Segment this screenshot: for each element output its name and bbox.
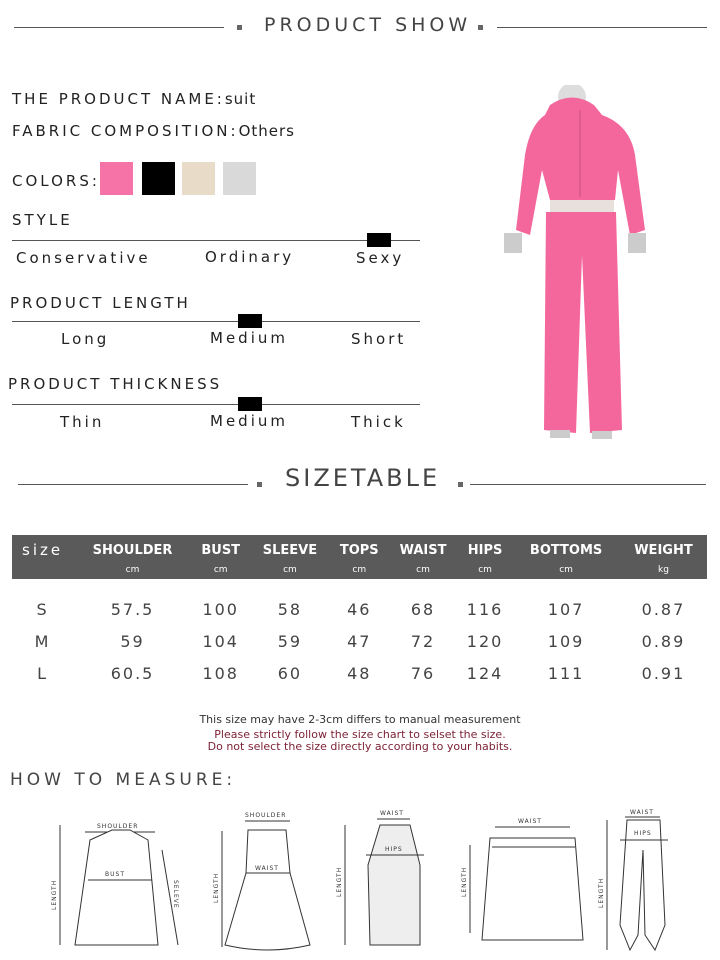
- size-label: S: [36, 599, 49, 619]
- unit-label: cm: [330, 561, 389, 579]
- style-option: Sexy: [356, 249, 405, 267]
- color-swatch-black[interactable]: [142, 162, 175, 195]
- unit-label: cm: [191, 561, 250, 579]
- unit-label: cm: [512, 561, 620, 579]
- unit-label: cm: [388, 561, 458, 579]
- unit-label: cm: [73, 561, 192, 579]
- column-header: BOTTOMS: [512, 535, 620, 561]
- column-header: WEIGHT: [619, 535, 707, 561]
- fabric-composition: FABRIC COMPOSITION:Others: [12, 122, 295, 140]
- table-cell: 46: [347, 599, 372, 619]
- jacket-diagram: SHOULDER BUST LENGTH SELEVE: [51, 823, 179, 946]
- style-option: Ordinary: [205, 248, 295, 266]
- length-option: Medium: [210, 329, 288, 347]
- thickness-option: Thin: [60, 413, 105, 431]
- svg-text:WAIST: WAIST: [255, 865, 279, 872]
- size-label: L: [37, 663, 49, 683]
- column-header: size: [12, 535, 74, 561]
- colors-label: COLORS:: [12, 172, 100, 190]
- color-swatch-gray[interactable]: [223, 162, 256, 195]
- note-habits: Do not select the size directly accordin…: [207, 740, 513, 753]
- svg-text:LENGTH: LENGTH: [461, 867, 468, 897]
- size-label: M: [34, 631, 51, 651]
- column-header: SHOULDER: [73, 535, 192, 561]
- thickness-option: Medium: [210, 412, 288, 430]
- table-cell: 111: [547, 663, 585, 683]
- length-option: Long: [61, 330, 110, 348]
- color-swatch-beige[interactable]: [182, 162, 215, 195]
- table-cell: 104: [202, 631, 239, 651]
- section-title-sizetable: SIZETABLE: [285, 464, 441, 492]
- table-cell: 72: [410, 631, 436, 651]
- section-title-product-show: PRODUCT SHOW: [264, 14, 472, 36]
- svg-text:WAIST: WAIST: [518, 818, 542, 825]
- table-cell: 48: [347, 663, 372, 683]
- table-cell: 59: [120, 631, 145, 651]
- unit-label: cm: [457, 561, 513, 579]
- thickness-option: Thick: [351, 413, 406, 431]
- svg-text:SELEVE: SELEVE: [172, 880, 179, 909]
- table-cell: 76: [410, 663, 436, 683]
- table-cell: 57.5: [110, 599, 155, 619]
- table-cell: 60: [277, 663, 303, 683]
- column-header: BUST: [191, 535, 250, 561]
- svg-text:WAIST: WAIST: [630, 809, 654, 816]
- unit-label: [12, 561, 74, 579]
- svg-text:LENGTH: LENGTH: [51, 880, 58, 910]
- table-cell: 68: [410, 599, 436, 619]
- table-row: M 59 104 59 47 72 120 109 0.89: [12, 625, 707, 657]
- table-cell: 0.87: [641, 599, 686, 619]
- color-swatch-pink[interactable]: [100, 162, 133, 195]
- table-cell: 108: [202, 663, 239, 683]
- note-follow-chart: Please strictly follow the size chart to…: [214, 728, 506, 741]
- table-cell: 120: [466, 631, 504, 651]
- table-row: L 60.5 108 60 48 76 124 111 0.91: [12, 657, 707, 689]
- measure-diagrams: SHOULDER BUST LENGTH SELEVE SHOULDER WAI…: [51, 809, 668, 952]
- style-indicator: [367, 233, 391, 247]
- svg-text:SHOULDER: SHOULDER: [245, 812, 286, 819]
- size-table: size SHOULDER BUST SLEEVE TOPS WAIST HIPS BOTTO…: [12, 535, 707, 689]
- table-cell: 124: [466, 663, 504, 683]
- svg-text:HIPS: HIPS: [385, 846, 403, 853]
- svg-text:WAIST: WAIST: [380, 810, 404, 817]
- unit-label: cm: [249, 561, 331, 579]
- dress-diagram: SHOULDER WAIST LENGTH: [213, 812, 311, 951]
- table-cell: 0.91: [641, 663, 686, 683]
- svg-text:LENGTH: LENGTH: [598, 878, 605, 908]
- table-cell: 0.89: [641, 631, 686, 651]
- table-row: S 57.5 100 58 46 68 116 107 0.87: [12, 593, 707, 625]
- table-cell: 107: [547, 599, 585, 619]
- column-header: WAIST: [388, 535, 458, 561]
- thickness-indicator: [238, 397, 262, 411]
- svg-text:LENGTH: LENGTH: [213, 873, 220, 903]
- svg-text:SHOULDER: SHOULDER: [97, 823, 138, 830]
- table-cell: 100: [202, 599, 239, 619]
- table-cell: 59: [277, 631, 303, 651]
- svg-text:LENGTH: LENGTH: [336, 867, 343, 897]
- skirt-diagram: WAIST HIPS LENGTH: [336, 810, 424, 946]
- style-option: Conservative: [16, 249, 151, 267]
- mini-skirt-diagram: WAIST LENGTH: [461, 818, 584, 941]
- length-label: PRODUCT LENGTH: [10, 294, 191, 312]
- table-cell: 109: [547, 631, 585, 651]
- table-cell: 47: [347, 631, 372, 651]
- table-cell: 60.5: [110, 663, 155, 683]
- note-measurement: This size may have 2-3cm differs to manu…: [199, 713, 521, 726]
- column-header: SLEEVE: [249, 535, 331, 561]
- column-header: HIPS: [457, 535, 513, 561]
- table-cell: 116: [466, 599, 504, 619]
- thickness-label: PRODUCT THICKNESS: [8, 375, 223, 393]
- svg-text:HIPS: HIPS: [634, 830, 652, 837]
- pants-diagram: WAIST HIPS LENGTH: [598, 809, 668, 952]
- section-title-how-to-measure: HOW TO MEASURE:: [10, 770, 237, 790]
- length-option: Short: [351, 330, 407, 348]
- style-label: STYLE: [12, 211, 73, 229]
- product-name: THE PRODUCT NAME:suit: [12, 90, 257, 108]
- length-indicator: [238, 314, 262, 328]
- unit-label: kg: [619, 561, 707, 579]
- column-header: TOPS: [330, 535, 389, 561]
- product-image: [504, 85, 646, 439]
- table-cell: 58: [277, 599, 303, 619]
- svg-text:BUST: BUST: [105, 871, 125, 878]
